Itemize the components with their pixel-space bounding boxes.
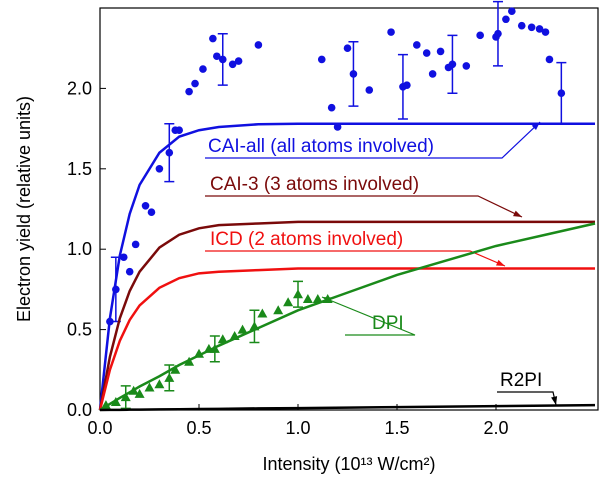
x-tick-label: 1.0 bbox=[285, 418, 310, 438]
data-point bbox=[557, 89, 566, 98]
y-tick-label: 2.0 bbox=[67, 78, 92, 98]
y-tick-label: 1.0 bbox=[67, 239, 92, 259]
data-point bbox=[476, 31, 484, 40]
data-point bbox=[413, 41, 421, 49]
arrow-head bbox=[513, 210, 522, 217]
data-point bbox=[213, 52, 221, 61]
data-point bbox=[349, 70, 358, 78]
data-point bbox=[273, 305, 284, 315]
data-point bbox=[508, 7, 516, 16]
data-point bbox=[343, 44, 352, 52]
data-point bbox=[436, 47, 445, 56]
label-arrow bbox=[205, 195, 523, 218]
data-point bbox=[154, 379, 165, 389]
data-point bbox=[502, 15, 510, 24]
data-point bbox=[165, 148, 174, 157]
fit-curve bbox=[99, 222, 596, 412]
curve-label: CAI-3 (3 atoms involved) bbox=[210, 174, 419, 195]
data-point bbox=[191, 79, 199, 88]
x-tick-label: 0.5 bbox=[186, 418, 211, 438]
fit-curve bbox=[99, 403, 596, 412]
curve-label: R2PI bbox=[500, 370, 542, 391]
data-point bbox=[428, 70, 437, 78]
fit-curve bbox=[98, 122, 595, 411]
label-arrow bbox=[497, 391, 557, 406]
fit-curve bbox=[98, 220, 595, 411]
curve-label: ICD (2 atoms involved) bbox=[210, 229, 403, 250]
y-tick-label: 1.5 bbox=[67, 159, 92, 179]
arrow-head bbox=[531, 122, 540, 131]
label-arrow bbox=[321, 296, 416, 336]
data-point bbox=[209, 34, 217, 43]
data-point bbox=[119, 253, 128, 262]
data-point bbox=[535, 25, 544, 33]
data-point bbox=[237, 324, 248, 334]
data-point bbox=[175, 126, 183, 135]
data-point bbox=[494, 29, 502, 38]
x-tick-label: 0.0 bbox=[87, 418, 112, 438]
data-point bbox=[147, 208, 156, 217]
data-point bbox=[170, 364, 181, 374]
label-arrow bbox=[205, 250, 506, 267]
data-point bbox=[365, 86, 374, 94]
data-point bbox=[312, 294, 323, 304]
data-point bbox=[527, 23, 536, 32]
data-point bbox=[218, 55, 227, 64]
data-point bbox=[257, 308, 268, 318]
y-tick-label: 0.5 bbox=[67, 320, 92, 340]
data-point bbox=[333, 123, 342, 131]
data-point bbox=[199, 65, 207, 73]
fit-curve bbox=[98, 267, 595, 411]
data-point bbox=[144, 382, 155, 392]
x-tick-label: 1.5 bbox=[384, 418, 409, 438]
label-arrow bbox=[205, 121, 541, 159]
data-point bbox=[125, 267, 134, 276]
data-point bbox=[234, 57, 243, 65]
data-point bbox=[254, 41, 263, 49]
arrow-head bbox=[551, 396, 558, 405]
data-point bbox=[141, 201, 150, 210]
data-point bbox=[448, 60, 457, 69]
data-point bbox=[155, 165, 164, 173]
data-point bbox=[131, 240, 140, 249]
data-point bbox=[185, 87, 193, 96]
data-point bbox=[164, 372, 175, 382]
data-point bbox=[228, 60, 237, 69]
data-point bbox=[403, 81, 411, 89]
data-point bbox=[283, 297, 294, 307]
data-point bbox=[462, 62, 471, 70]
data-point bbox=[302, 294, 313, 304]
data-point bbox=[517, 21, 526, 30]
data-point bbox=[541, 28, 550, 36]
x-axis-label: Intensity (10¹³ W/cm²) bbox=[262, 454, 435, 474]
data-point bbox=[422, 49, 431, 57]
data-point bbox=[293, 289, 303, 299]
plot-frame bbox=[99, 7, 599, 411]
data-point bbox=[134, 388, 145, 398]
curve-label: CAI-all (all atoms involved) bbox=[208, 136, 434, 157]
data-point bbox=[387, 28, 395, 36]
data-point bbox=[317, 55, 326, 64]
x-tick-label: 2.0 bbox=[483, 418, 508, 438]
arrow-head bbox=[322, 297, 331, 304]
data-point bbox=[327, 103, 336, 112]
y-axis-label: Electron yield (relative units) bbox=[14, 96, 34, 322]
arrow-head bbox=[496, 259, 505, 266]
data-point bbox=[545, 55, 554, 64]
data-point bbox=[217, 334, 228, 344]
data-point bbox=[120, 392, 131, 402]
y-tick-label: 0.0 bbox=[67, 400, 92, 420]
